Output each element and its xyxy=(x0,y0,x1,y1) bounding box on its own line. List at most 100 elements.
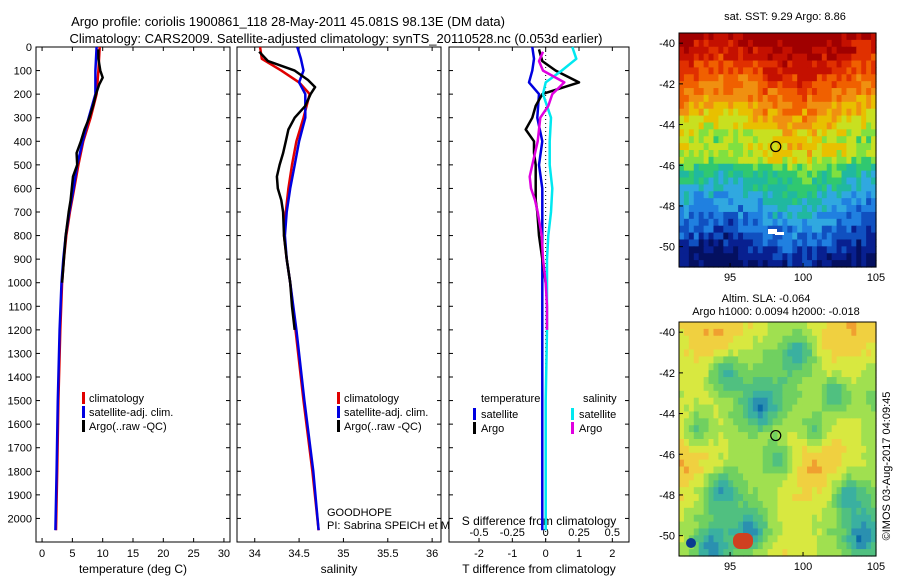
map-cell xyxy=(688,211,695,220)
map-cell xyxy=(802,521,808,530)
map-cell xyxy=(871,377,877,385)
map-cell xyxy=(841,253,848,261)
map-cell xyxy=(866,549,872,557)
map-cell xyxy=(772,377,779,385)
map-cell xyxy=(782,514,788,523)
map-cell xyxy=(816,356,823,364)
map-cell xyxy=(698,156,705,165)
map-cell xyxy=(866,122,872,130)
map-cell xyxy=(871,452,877,461)
map-cell xyxy=(836,150,843,158)
map-cell xyxy=(683,136,690,144)
map-cell xyxy=(821,473,828,481)
map-cell xyxy=(683,342,690,351)
map-cell xyxy=(728,418,734,426)
map-cell xyxy=(802,101,808,110)
map-cell xyxy=(792,191,798,199)
map-cell xyxy=(851,88,857,96)
map-cell xyxy=(826,101,833,110)
map-cell xyxy=(816,225,823,234)
map-cell xyxy=(723,53,729,62)
map-cell xyxy=(826,356,833,364)
map-cell xyxy=(836,335,843,344)
map-cell xyxy=(693,507,700,516)
map-cell xyxy=(757,404,764,413)
map-cell xyxy=(752,67,759,75)
map-cell xyxy=(797,239,803,247)
map-cell xyxy=(757,60,764,69)
map-cell xyxy=(693,170,700,179)
map-cell xyxy=(743,74,749,82)
map-cell xyxy=(743,445,749,454)
map-cell xyxy=(679,253,685,261)
map-cell xyxy=(713,150,719,158)
map-cell xyxy=(871,33,877,41)
map-cell xyxy=(703,342,710,351)
map-cell xyxy=(861,452,867,461)
map-cell xyxy=(718,445,724,454)
map-cell xyxy=(802,356,808,364)
map-cell xyxy=(723,260,729,268)
map-cell xyxy=(802,53,808,62)
map-cell xyxy=(861,74,867,82)
map-cell xyxy=(752,473,759,481)
map-cell xyxy=(831,39,838,48)
map-cell xyxy=(826,60,833,69)
map-cell xyxy=(851,39,857,48)
map-cell xyxy=(816,170,823,179)
map-cell xyxy=(683,528,690,536)
map-cell xyxy=(772,81,779,89)
map-cell xyxy=(866,342,872,351)
map-cell xyxy=(871,143,877,151)
map-cell xyxy=(797,521,803,530)
map-cell xyxy=(792,211,798,220)
map-cell xyxy=(693,370,700,378)
map-cell xyxy=(728,411,734,419)
map-cell xyxy=(772,445,779,454)
map-cell xyxy=(733,88,739,96)
map-cell xyxy=(836,480,843,488)
map-cell xyxy=(703,425,710,433)
map-cell xyxy=(826,177,833,186)
map-cell xyxy=(743,425,749,433)
salinity-diff-axis-label: S difference from climatology xyxy=(462,514,617,528)
y-tick-label: -46 xyxy=(659,449,675,461)
series-line-temperature-satellite xyxy=(527,46,544,531)
map-cell xyxy=(851,67,857,75)
map-cell xyxy=(846,528,852,536)
map-cell xyxy=(846,81,852,89)
map-cell xyxy=(811,335,818,344)
map-cell xyxy=(836,356,843,364)
map-cell xyxy=(846,494,852,502)
map-cell xyxy=(856,425,862,433)
map-cell xyxy=(693,425,700,433)
map-cell xyxy=(728,143,734,151)
map-cell xyxy=(747,328,754,337)
map-cell xyxy=(787,466,793,475)
map-cell xyxy=(718,94,724,103)
map-cell xyxy=(757,342,764,351)
y-tick-label: -40 xyxy=(659,38,675,50)
map-cell xyxy=(728,211,734,220)
map-cell xyxy=(816,115,823,124)
x-tick-label: 105 xyxy=(867,272,885,284)
map-cell xyxy=(841,60,848,69)
map-cell xyxy=(802,246,808,254)
map-cell xyxy=(752,33,759,41)
map-cell xyxy=(713,115,719,124)
map-cell xyxy=(807,459,813,468)
map-cell xyxy=(703,163,710,172)
map-cell xyxy=(757,535,764,543)
map-cell xyxy=(738,425,744,433)
map-cell xyxy=(713,397,719,406)
map-cell xyxy=(708,425,715,433)
map-cell xyxy=(861,150,867,158)
map-cell xyxy=(723,549,729,557)
map-cell xyxy=(807,322,813,330)
map-cell xyxy=(797,328,803,337)
map-cell xyxy=(816,528,823,536)
map-cell xyxy=(703,322,710,330)
map-cell xyxy=(777,170,784,179)
map-cell xyxy=(683,404,690,413)
map-cell xyxy=(767,542,774,550)
